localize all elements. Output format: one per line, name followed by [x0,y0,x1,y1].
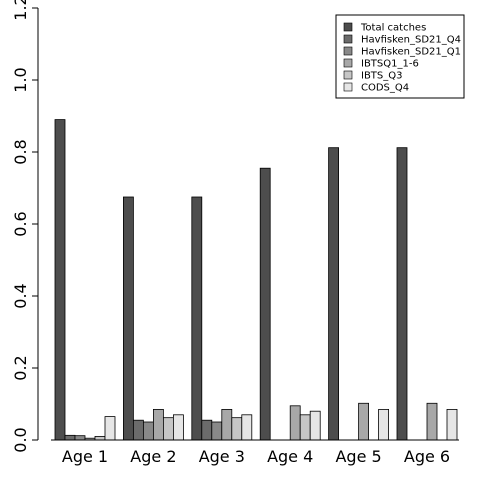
plot-area [54,119,458,441]
bar [358,402,370,441]
y-tick-label: 0.6 [11,211,30,236]
bar-group [123,196,184,441]
x-tick-label: Age 3 [199,447,245,466]
legend-item: CODS_Q4 [343,82,409,94]
bar [299,414,311,441]
bar-group [328,147,390,441]
bar [142,421,154,441]
y-tick-label: 0.4 [11,283,30,308]
bar [54,119,66,441]
bar [396,147,408,441]
bar [221,408,233,441]
y-axis: 0.0 0.2 0.4 0.6 0.8 1.0 1.2 [11,0,39,453]
legend-swatch [343,82,353,92]
bar-group [54,119,116,441]
legend-item: Havfisken_SD21_Q1 [343,46,461,58]
bar [201,419,213,441]
legend-swatch [343,46,353,56]
legend-label: CODS_Q4 [361,83,409,94]
bar [172,414,184,441]
legend-swatch [343,22,353,32]
x-tick-label: Age 6 [404,447,450,466]
legend-item: Total catches [343,22,426,34]
y-tick-label: 1.2 [11,0,30,21]
x-tick-label: Age 1 [62,447,108,466]
legend-item: IBTS_Q3 [343,70,403,82]
y-tick-label: 1.0 [11,67,30,92]
bar [152,408,164,441]
legend: Total catchesHavfisken_SD21_Q4Havfisken_… [335,14,465,99]
bar [378,408,390,441]
bar [241,414,253,441]
legend-label: IBTS_Q3 [361,71,403,82]
bar [231,417,243,441]
bar [211,421,223,441]
bar [64,434,76,441]
legend-item: Havfisken_SD21_Q4 [343,34,461,46]
bar [123,196,134,441]
legend-box [335,14,465,99]
bar [132,419,144,441]
bar [74,435,86,441]
y-tick-label: 0.2 [11,355,30,380]
y-tick-label: 0.8 [11,139,30,164]
legend-swatch [343,58,353,68]
legend-label: Havfisken_SD21_Q1 [361,47,461,58]
legend-label: IBTSQ1_1-6 [361,59,419,70]
bar-group [191,196,253,441]
bar-group [396,147,458,441]
y-tick-label: 0.0 [11,427,30,452]
bar [162,417,174,441]
x-tick-label: Age 5 [335,447,381,466]
legend-item: IBTSQ1_1-6 [343,58,419,70]
bar [94,435,106,441]
bar [309,410,321,441]
x-tick-label: Age 4 [267,447,313,466]
bar [191,196,203,441]
bar [104,416,116,441]
bar [259,167,271,441]
legend-swatch [343,70,353,80]
legend-label: Havfisken_SD21_Q4 [361,35,461,46]
legend-swatch [343,34,353,44]
bar [426,402,438,441]
bar-group [259,167,321,441]
x-axis: Age 1 Age 2 Age 3 Age 4 Age 5 Age 6 [51,439,459,466]
bar [289,405,301,441]
x-tick-label: Age 2 [130,447,176,466]
bar [328,147,340,441]
legend-label: Total catches [360,23,426,34]
bar [446,408,458,441]
